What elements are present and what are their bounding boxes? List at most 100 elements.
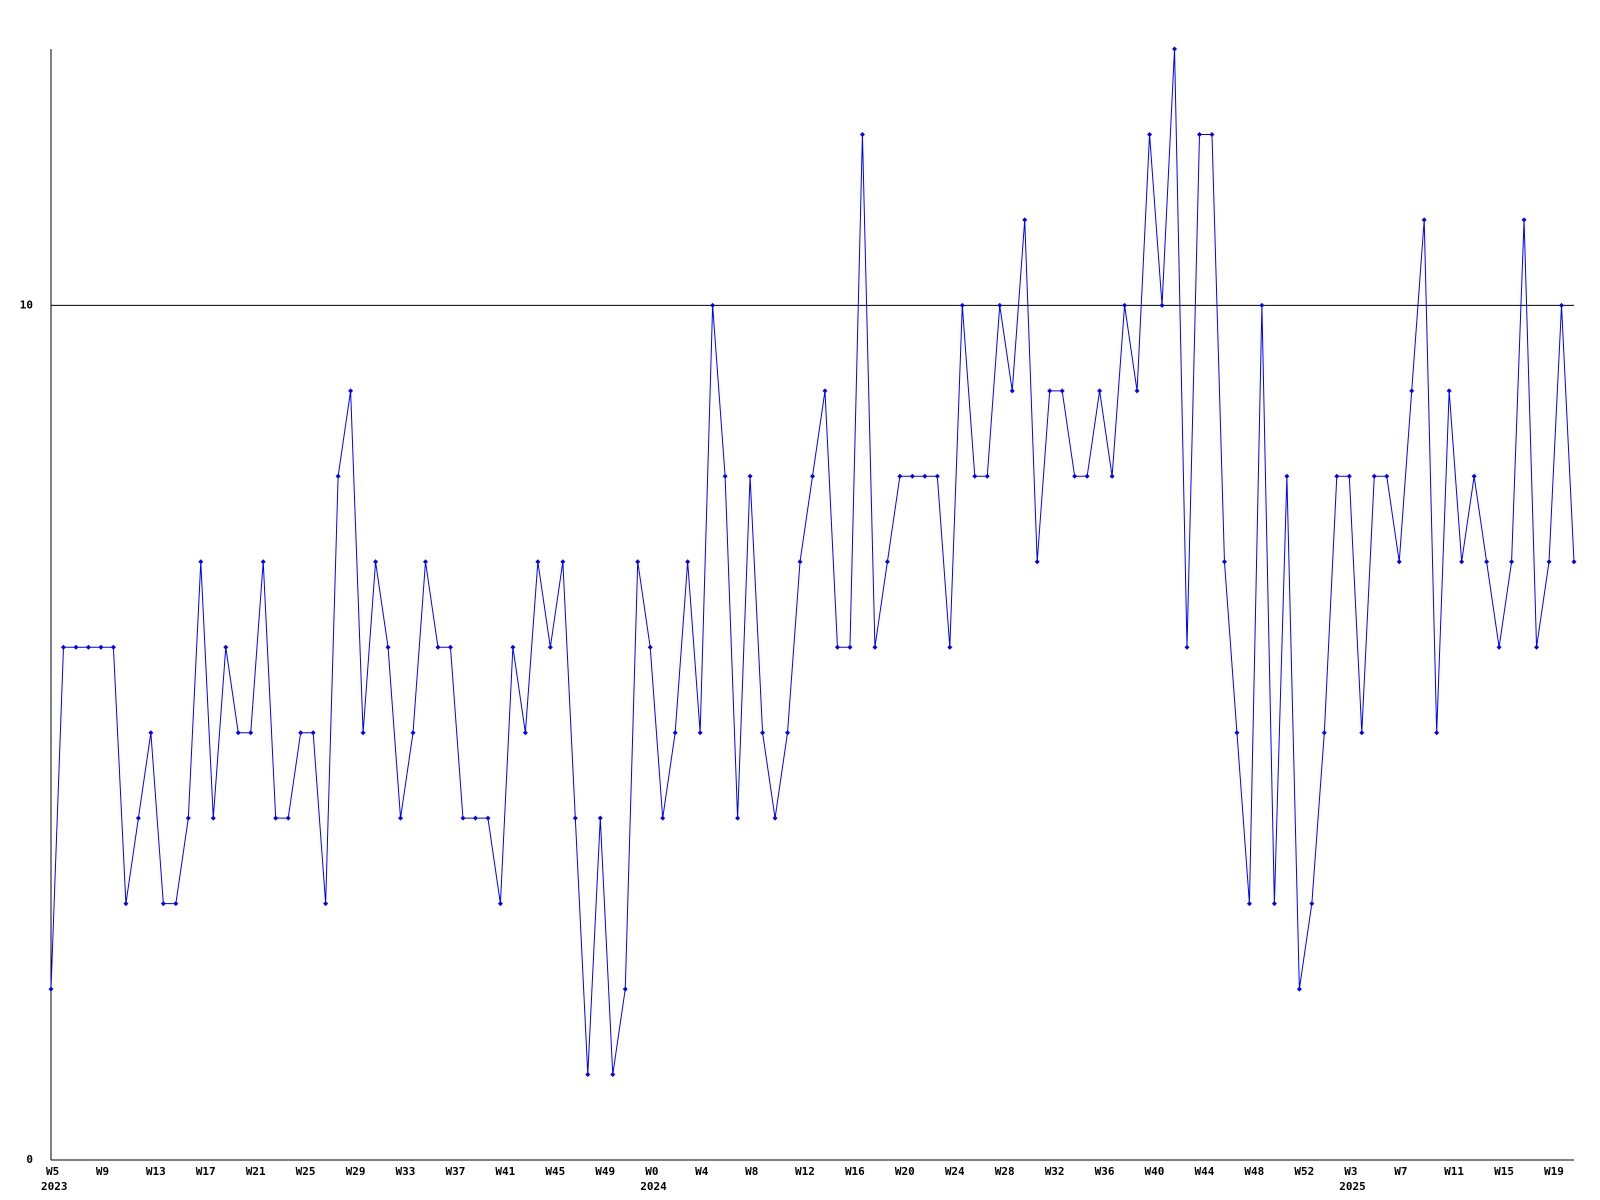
x-tick-label: W33 (396, 1165, 416, 1178)
data-point (148, 730, 154, 736)
data-point (859, 131, 865, 137)
data-point (185, 815, 191, 821)
data-point (535, 559, 541, 565)
data-point (1259, 302, 1265, 308)
x-tick-label: W7 (1394, 1165, 1407, 1178)
data-point (335, 473, 341, 479)
x-tick-label: W0 (645, 1165, 658, 1178)
data-point (1459, 559, 1465, 565)
x-tick-label: W29 (346, 1165, 366, 1178)
x-year-label: 2024 (640, 1180, 667, 1193)
data-point (1196, 131, 1202, 137)
data-point (1371, 473, 1377, 479)
data-point (298, 730, 304, 736)
data-point (797, 559, 803, 565)
data-point (1509, 559, 1515, 565)
data-point (385, 644, 391, 650)
data-point (410, 730, 416, 736)
data-point (934, 473, 940, 479)
data-point (310, 730, 316, 736)
data-point (1122, 302, 1128, 308)
data-point (1022, 217, 1028, 223)
data-point (1271, 901, 1277, 907)
data-point (1184, 644, 1190, 650)
data-point (510, 644, 516, 650)
data-point (1571, 559, 1577, 565)
data-point (1409, 388, 1415, 394)
x-tick-label: W40 (1145, 1165, 1165, 1178)
data-point (622, 986, 628, 992)
data-point (572, 815, 578, 821)
x-tick-label: W3 (1344, 1165, 1357, 1178)
data-point (1234, 730, 1240, 736)
data-point (1147, 131, 1153, 137)
data-point (1521, 217, 1527, 223)
data-point (1284, 473, 1290, 479)
data-point (285, 815, 291, 821)
data-point (1097, 388, 1103, 394)
x-tick-label: W19 (1544, 1165, 1564, 1178)
data-point (1446, 388, 1452, 394)
data-point (485, 815, 491, 821)
x-tick-label: W41 (495, 1165, 515, 1178)
data-point (60, 644, 66, 650)
data-point (1321, 730, 1327, 736)
data-point (1296, 986, 1302, 992)
data-point (1246, 901, 1252, 907)
x-tick-label: W8 (745, 1165, 758, 1178)
data-point (722, 473, 728, 479)
data-point (1209, 131, 1215, 137)
data-point (360, 730, 366, 736)
data-point (522, 730, 528, 736)
data-point (822, 388, 828, 394)
data-point (1384, 473, 1390, 479)
data-point (398, 815, 404, 821)
data-point (547, 644, 553, 650)
x-tick-label: W37 (445, 1165, 465, 1178)
data-point (497, 901, 503, 907)
data-point (1559, 302, 1565, 308)
data-point (685, 559, 691, 565)
x-tick-label: W5 (46, 1165, 59, 1178)
data-point (1496, 644, 1502, 650)
data-point (872, 644, 878, 650)
data-point (160, 901, 166, 907)
x-tick-label: W13 (146, 1165, 166, 1178)
y-tick-label: 10 (20, 298, 33, 311)
data-point (1396, 559, 1402, 565)
data-point (323, 901, 329, 907)
data-point (447, 644, 453, 650)
data-point (697, 730, 703, 736)
data-point (760, 730, 766, 736)
x-tick-label: W49 (595, 1165, 615, 1178)
x-tick-label: W25 (296, 1165, 316, 1178)
x-tick-label: W17 (196, 1165, 216, 1178)
x-tick-label: W36 (1095, 1165, 1115, 1178)
x-tick-label: W48 (1244, 1165, 1264, 1178)
data-point (198, 559, 204, 565)
data-point (1359, 730, 1365, 736)
x-tick-label: W4 (695, 1165, 709, 1178)
data-point (85, 644, 91, 650)
data-point (710, 302, 716, 308)
data-point (1047, 388, 1053, 394)
data-point (210, 815, 216, 821)
data-point (997, 302, 1003, 308)
x-tick-label: W11 (1444, 1165, 1464, 1178)
data-point (972, 473, 978, 479)
data-point (223, 644, 229, 650)
x-tick-label: W9 (96, 1165, 109, 1178)
x-tick-label: W15 (1494, 1165, 1514, 1178)
data-point (1309, 901, 1315, 907)
data-point (1034, 559, 1040, 565)
data-point (1072, 473, 1078, 479)
x-tick-label: W21 (246, 1165, 266, 1178)
y-tick-label: 0 (26, 1153, 33, 1166)
data-point (597, 815, 603, 821)
data-point (1221, 559, 1227, 565)
x-year-label: 2025 (1339, 1180, 1366, 1193)
data-point (1159, 302, 1165, 308)
data-point (123, 901, 129, 907)
data-point (635, 559, 641, 565)
